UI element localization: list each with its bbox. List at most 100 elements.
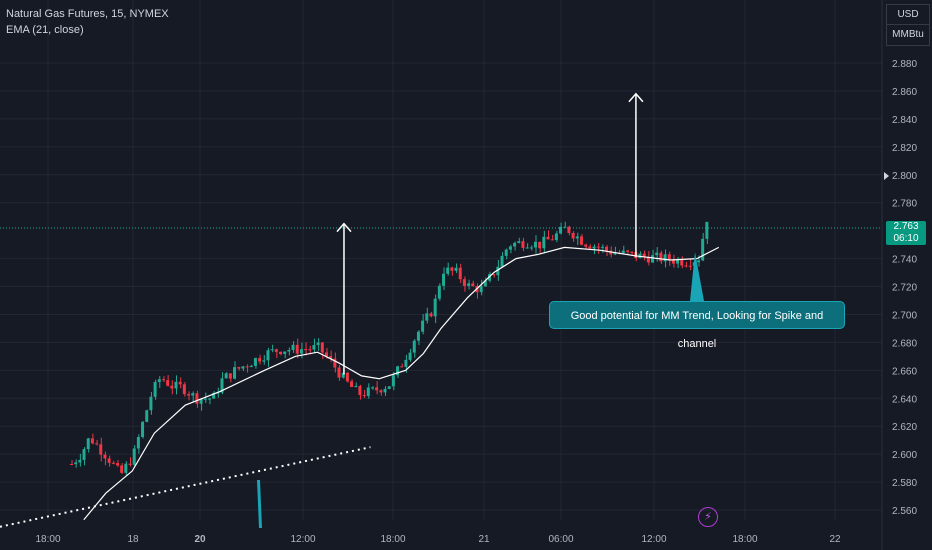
projection-arrows <box>336 92 644 375</box>
lightning-icon[interactable]: ⚡ <box>698 507 718 527</box>
time-tick-label: 22 <box>829 534 841 545</box>
time-tick-label: 18 <box>127 534 139 545</box>
candle-body <box>667 254 671 261</box>
candle-body <box>437 285 441 299</box>
candle-body <box>270 349 274 351</box>
candle-body <box>567 226 571 234</box>
candle-body <box>571 233 575 239</box>
candle-body <box>82 449 86 460</box>
candle-body <box>233 367 237 379</box>
candle-body <box>187 394 191 396</box>
candle-body <box>596 246 600 248</box>
candle-body <box>157 379 161 383</box>
candle-body <box>195 393 199 404</box>
candle-body <box>370 387 374 389</box>
candle-body <box>454 267 458 271</box>
ema-line <box>83 246 720 521</box>
candle-body <box>191 393 195 396</box>
candle-body <box>462 279 466 286</box>
candle-body <box>433 298 437 317</box>
time-tick-label: 18:00 <box>380 534 405 545</box>
candle-body <box>103 454 107 459</box>
candle-body <box>366 387 370 396</box>
price-tick-label: 2.860 <box>892 87 917 98</box>
candle-body <box>262 360 266 362</box>
price-tick-label: 2.620 <box>892 422 917 433</box>
candle-body <box>199 398 203 404</box>
candle-body <box>203 398 207 400</box>
candle-body <box>605 246 609 251</box>
price-tick-label: 2.740 <box>892 255 917 266</box>
unit-button[interactable]: MMBtu <box>886 24 930 46</box>
annotation-callout[interactable]: Good potential for MM Trend, Looking for… <box>549 301 845 350</box>
time-axis: 18:00 18 20 12:00 18:00 21 06:00 12:00 18:00 22 <box>35 534 841 545</box>
candle-body <box>287 350 291 352</box>
candle-body <box>676 259 680 264</box>
candle-body <box>345 372 349 382</box>
candle-body <box>642 253 646 257</box>
arrow-up-icon <box>628 92 644 103</box>
candle-body <box>362 395 366 397</box>
candle-body <box>479 286 483 293</box>
candle-body <box>350 381 354 387</box>
candle-body <box>111 462 115 464</box>
candle-body <box>471 283 475 287</box>
price-tick-label: 2.820 <box>892 143 917 154</box>
candle-body <box>329 356 333 359</box>
candle-body <box>207 398 211 400</box>
candle-body <box>354 386 358 388</box>
candle-body <box>220 378 224 393</box>
time-tick-label: 21 <box>478 534 490 545</box>
last-price-value: 2.763 <box>893 221 919 232</box>
chart-grid <box>0 0 882 520</box>
candle-body <box>659 252 663 262</box>
candle-body <box>496 266 500 276</box>
candle-body <box>404 359 408 367</box>
candle-body <box>145 410 149 422</box>
candle-body <box>705 221 709 239</box>
candle-body <box>680 259 684 266</box>
price-tick-label: 2.680 <box>892 338 917 349</box>
candle-body <box>78 459 82 463</box>
candle-body <box>295 344 299 354</box>
candle-body <box>132 448 136 465</box>
candle-body <box>312 345 316 350</box>
candle-body <box>504 249 508 256</box>
candle-body <box>525 247 529 249</box>
candle-body <box>446 267 450 274</box>
candle-body <box>245 366 249 368</box>
price-tick-label: 2.560 <box>892 506 917 517</box>
candle-body <box>115 463 119 466</box>
currency-button[interactable]: USD <box>886 4 930 26</box>
candle-body <box>421 320 425 332</box>
candle-body <box>663 254 667 262</box>
time-tick-label: 18:00 <box>732 534 757 545</box>
candle-body <box>99 444 103 455</box>
candle-body <box>107 458 111 463</box>
candle-body <box>358 386 362 396</box>
candle-body <box>483 280 487 287</box>
price-tick-label: 2.800 <box>892 171 917 182</box>
price-tick-label: 2.720 <box>892 283 917 294</box>
arrow-up-icon <box>336 222 352 233</box>
candle-body <box>391 375 395 387</box>
time-tick-label: 12:00 <box>641 534 666 545</box>
time-tick-label: 12:00 <box>290 534 315 545</box>
indicator-title[interactable]: EMA (21, close) <box>6 24 84 36</box>
candle-body <box>550 239 554 241</box>
price-tick-label: 2.660 <box>892 366 917 377</box>
price-tick-label: 2.580 <box>892 478 917 489</box>
candle-body <box>684 265 688 267</box>
symbol-title[interactable]: Natural Gas Futures, 15, NYMEX <box>6 8 169 20</box>
candle-body <box>542 236 546 249</box>
candle-body <box>274 349 278 352</box>
candle-body <box>688 265 692 267</box>
candle-body <box>241 366 245 369</box>
candle-body <box>375 387 379 391</box>
candle-body <box>228 373 232 379</box>
candle-body <box>529 247 533 249</box>
candle-body <box>237 367 241 369</box>
candle-body <box>74 462 78 465</box>
candle-body <box>408 352 412 360</box>
